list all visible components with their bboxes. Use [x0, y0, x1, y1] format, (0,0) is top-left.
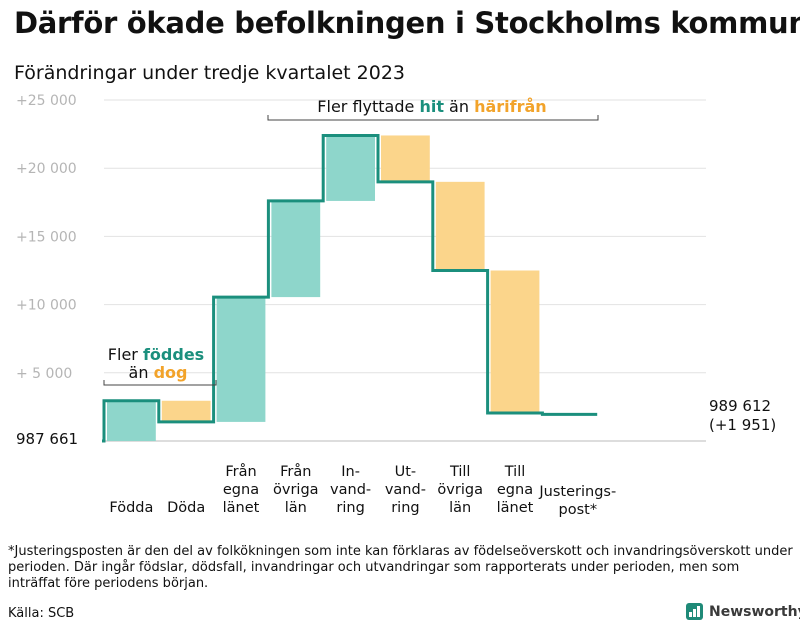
x-label-line: län [285, 500, 307, 516]
annot-highlight-dog: dog [154, 363, 188, 382]
x-label-line: länet [223, 500, 260, 516]
waterfall-chart: + 5 000 +10 000 +15 000 +20 000 +25 000 Född… [16, 93, 776, 518]
end-value-label: 989 612 [709, 397, 771, 415]
brand-name: Newsworthy [709, 603, 800, 620]
bars [107, 135, 540, 441]
x-label-6: Till övriga län [437, 464, 483, 516]
migration-annotation: Fler flyttade hit än härifrån [317, 97, 546, 116]
births-annotation-line2: än dog [129, 363, 188, 382]
x-label-8: Justerings-post* [538, 484, 616, 518]
x-label-line: länet [497, 500, 534, 516]
x-label-line: vand- [330, 482, 371, 498]
x-label-5: Ut-vand-ring [385, 464, 426, 516]
bar-1 [161, 400, 211, 422]
end-change-label: (+1 951) [709, 416, 776, 434]
annot-highlight-harifran: härifrån [474, 97, 547, 116]
bar-4 [326, 135, 375, 201]
x-label-line: egna [223, 482, 259, 498]
bar-2 [216, 297, 266, 422]
annot-highlight-hit: hit [419, 97, 444, 116]
bar-0 [107, 400, 156, 441]
annot-highlight-foddes: föddes [143, 345, 204, 364]
footnote: *Justeringsposten är den del av folkökni… [8, 544, 793, 591]
x-label-line: vand- [385, 482, 426, 498]
x-axis-labels: Födda Döda Från egna länet Från övriga län In-va… [109, 463, 616, 518]
step-line [102, 133, 598, 443]
migration-bracket [267, 115, 599, 121]
y-axis-labels: + 5 000 +10 000 +15 000 +20 000 +25 000 [16, 93, 77, 382]
y-tick-label: +20 000 [16, 161, 77, 177]
y-tick-label: +15 000 [16, 229, 77, 245]
chart-subtitle: Förändringar under tredje kvartalet 2023 [14, 62, 406, 84]
x-label-line: ring [336, 500, 364, 516]
source-label: Källa: SCB [8, 606, 75, 621]
start-value-label: 987 661 [16, 430, 78, 448]
x-label-line: Justerings- [538, 484, 616, 500]
x-label-line: övriga [273, 482, 319, 498]
annot-text: än [129, 363, 154, 382]
bar-3 [271, 200, 321, 298]
x-label-1: Döda [167, 500, 205, 516]
annot-text: Fler flyttade [317, 97, 419, 116]
bar-6 [435, 181, 485, 271]
y-tick-label: + 5 000 [16, 366, 72, 382]
x-label-7: Till egna länet [497, 464, 534, 516]
x-label-line: Till [449, 464, 471, 480]
x-label-3: Från övriga län [273, 463, 319, 516]
x-label-line: post* [559, 502, 598, 518]
births-annotation-line1: Fler föddes [108, 345, 204, 364]
x-label-line: ring [391, 500, 419, 516]
x-label-2: Från egna länet [223, 463, 260, 516]
x-label-0: Födda [109, 500, 153, 516]
x-label-line: Till [504, 464, 526, 480]
x-label-line: egna [497, 482, 533, 498]
chart-title: Därför ökade befolkningen i Stockholms k… [14, 6, 800, 40]
births-bracket [103, 380, 217, 386]
x-label-line: Från [225, 463, 256, 480]
x-label-line: Från [280, 463, 311, 480]
cumulative-line [102, 133, 598, 443]
end-labels: 987 661 989 612(+1 951) [16, 397, 776, 448]
bar-chart-icon [686, 603, 703, 620]
y-tick-label: +25 000 [16, 93, 77, 109]
x-label-line: Ut- [395, 464, 417, 480]
bar-5 [381, 135, 430, 182]
x-label-line: Födda [109, 500, 153, 516]
brand-logo: Newsworthy [686, 603, 800, 620]
bar-7 [490, 270, 540, 414]
y-tick-label: +10 000 [16, 298, 77, 314]
annot-text: än [444, 97, 474, 116]
annot-text: Fler [108, 345, 143, 364]
x-label-4: In-vand-ring [330, 464, 371, 516]
x-label-line: Döda [167, 500, 205, 516]
x-label-line: övriga [437, 482, 483, 498]
x-label-line: In- [341, 464, 360, 480]
x-label-line: län [449, 500, 471, 516]
